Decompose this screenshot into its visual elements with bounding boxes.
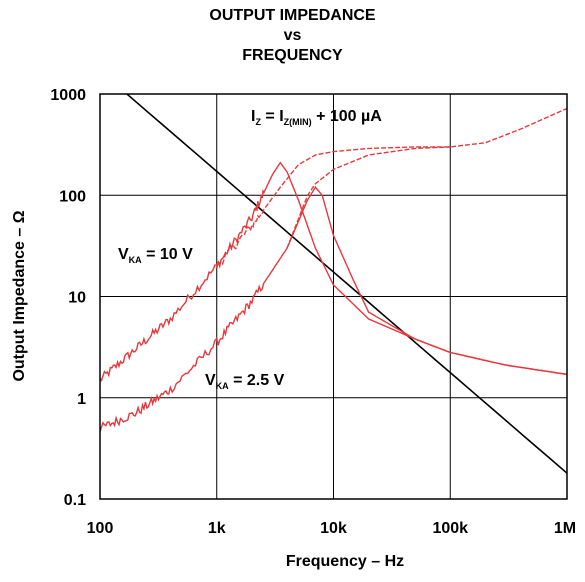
y-tick-label: 100 [59, 188, 86, 205]
x-axis-label: Frequency – Hz [286, 553, 404, 570]
series-line-4 [286, 146, 451, 249]
x-tick-label: 1k [208, 520, 226, 537]
y-axis-label: Output Impedance – Ω [11, 210, 28, 381]
y-tick-label: 10 [68, 290, 86, 307]
x-tick-label: 100 [87, 520, 114, 537]
condition-annotation-mid: = I [261, 108, 284, 125]
chart-title-line-2: vs [283, 27, 302, 44]
condition-annotation-i: I [251, 108, 255, 125]
tick-labels: 100 1k 10k 100k 1M 0.1 1 10 100 1000 [50, 87, 576, 537]
vka-25-annotation: VKA = 2.5 V [205, 372, 285, 391]
plot-frame [99, 93, 568, 500]
series-layer [99, 93, 568, 474]
series-line-3 [99, 185, 568, 432]
vka-10-annotation-v: V [118, 246, 129, 263]
grid [99, 93, 568, 500]
vka-25-annotation-v: V [205, 372, 216, 389]
chart-title-line-1: OUTPUT IMPEDANCE [209, 7, 376, 24]
y-tick-label: 1 [77, 391, 86, 408]
chart-title-line-3: FREQUENCY [242, 47, 343, 64]
x-tick-label: 100k [432, 520, 468, 537]
vka-25-annotation-tail: = 2.5 V [229, 372, 285, 389]
y-tick-label: 0.1 [64, 492, 86, 509]
y-tick-label: 1000 [50, 87, 86, 104]
condition-annotation-sub2: Z(MIN) [284, 117, 312, 127]
vka-25-annotation-sub: KA [216, 381, 229, 391]
series-line-0 [126, 93, 568, 474]
x-tick-label: 1M [554, 520, 576, 537]
vka-10-annotation-tail: = 10 V [142, 246, 193, 263]
series-line-2 [216, 107, 568, 269]
x-tick-label: 10k [320, 520, 347, 537]
vka-10-annotation: VKA = 10 V [118, 246, 193, 265]
condition-annotation-tail: + 100 µA [312, 108, 383, 125]
condition-annotation-sub1: Z [255, 117, 261, 127]
condition-annotation: IZ = IZ(MIN) + 100 µA [251, 108, 382, 127]
chart-title: OUTPUT IMPEDANCE vs FREQUENCY [0, 6, 585, 66]
vka-10-annotation-sub: KA [129, 255, 142, 265]
